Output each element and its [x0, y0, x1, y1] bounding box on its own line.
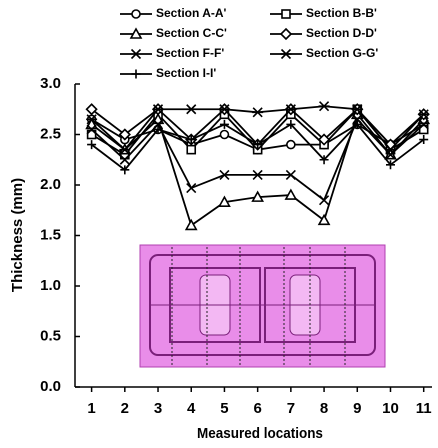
series [87, 120, 428, 174]
marker [287, 141, 295, 149]
marker [220, 120, 229, 129]
marker [281, 29, 291, 39]
x-tick-label: 7 [287, 400, 295, 417]
marker [252, 108, 263, 117]
y-tick-label: 3.0 [40, 75, 61, 92]
series [87, 109, 429, 229]
marker [186, 105, 197, 114]
x-axis-label: Measured locations [197, 425, 323, 442]
x-tick-label: 11 [416, 400, 432, 417]
y-tick-label: 1.5 [40, 226, 61, 243]
x-tick-label: 2 [121, 400, 129, 417]
legend-label: Section G-G' [306, 46, 378, 60]
legend-label: Section A-A' [156, 6, 227, 20]
chart: Measured locations Thickness (mm) 0.0 0.5… [0, 0, 438, 448]
inset-image [140, 245, 385, 367]
y-tick-label: 0.5 [40, 327, 61, 344]
marker [282, 10, 290, 18]
marker [220, 131, 228, 139]
y-tick-label: 0.0 [40, 378, 61, 395]
x-tick-label: 1 [87, 400, 95, 417]
marker [319, 102, 330, 111]
x-tick-label: 4 [187, 400, 196, 417]
marker [187, 146, 195, 154]
x-tick-label: 5 [220, 400, 228, 417]
y-axis-label: Thickness (mm) [9, 178, 26, 292]
legend-label: Section B-B' [306, 6, 377, 20]
x-tick-label: 6 [253, 400, 261, 417]
y-tick-label: 2.0 [40, 176, 61, 193]
x-tick-label: 9 [353, 400, 361, 417]
legend-label: Section I-I' [156, 66, 216, 80]
x-tick-label: 10 [382, 400, 399, 417]
y-tick-label: 2.5 [40, 125, 61, 142]
legend-label: Section C-C' [156, 26, 227, 40]
y-tick-label: 1.0 [40, 277, 61, 294]
x-tick-label: 3 [154, 400, 162, 417]
series-line [92, 119, 424, 200]
x-tick-label: 8 [320, 400, 328, 417]
page: {"chart_data":{"type":"line","x_label":"… [0, 0, 438, 448]
series-line [92, 114, 424, 225]
marker [132, 70, 141, 79]
marker [132, 10, 140, 18]
marker [281, 50, 292, 59]
legend-label: Section D-D' [306, 26, 377, 40]
marker [320, 196, 329, 205]
legend-label: Section F-F' [156, 46, 224, 60]
marker [186, 220, 196, 229]
marker [187, 184, 196, 193]
